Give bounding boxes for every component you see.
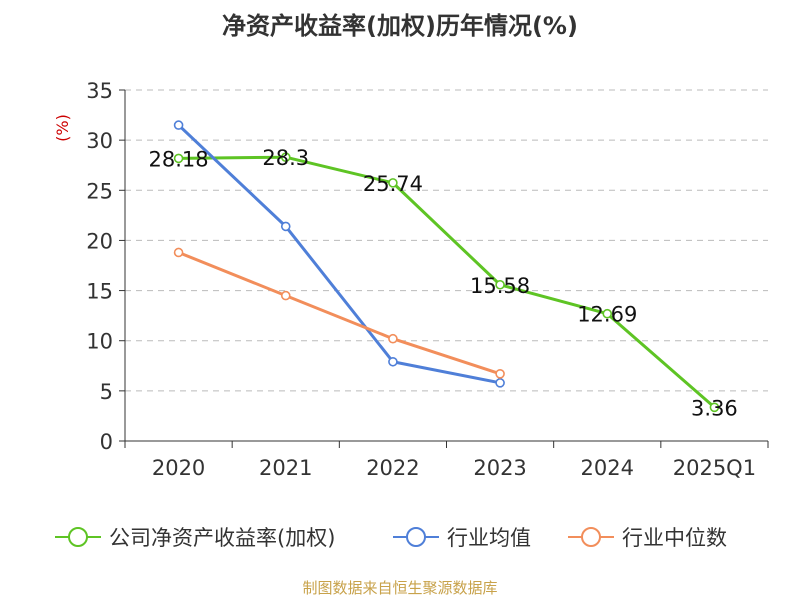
- y-tick-label-30: 30: [86, 129, 113, 153]
- source-note: 制图数据来自恒生聚源数据库: [302, 579, 498, 597]
- series-line-0: [178, 155, 716, 409]
- legend-item-1[interactable]: 行业均值: [393, 520, 531, 554]
- series-0-point-4: [602, 308, 613, 319]
- series-0-point-5: [709, 402, 720, 413]
- series-1-point-2: [388, 356, 398, 367]
- data-label-0-3: 15.58: [470, 274, 530, 298]
- y-tick-label-0: 0: [100, 430, 113, 454]
- data-labels: 28.18 28.3 25.74 15.58 12.69 3.36: [149, 146, 738, 420]
- series-1-point-1: [280, 221, 291, 232]
- series-0-point-0: [173, 153, 184, 164]
- data-label-0-5: 3.36: [691, 396, 738, 420]
- chart-title: 净资产收益率(加权)历年情况(%): [222, 12, 578, 40]
- y-tick-label-15: 15: [86, 280, 113, 304]
- series-2-point-3: [495, 369, 505, 379]
- series-2-point-2: [388, 333, 398, 344]
- x-tick-label-2020: 2020: [152, 456, 205, 480]
- data-label-0-0: 28.18: [149, 147, 209, 171]
- series-2-point-0: [173, 247, 184, 258]
- legend-marker-1: [393, 527, 439, 547]
- legend-label-0: 公司净资产收益率(加权): [109, 526, 336, 550]
- y-tick-labels: 0 5 10 15 20 25 30 35: [86, 79, 113, 454]
- data-label-0-1: 28.3: [262, 146, 309, 170]
- y-tick-label-20: 20: [86, 229, 113, 253]
- series-1-point-3: [495, 378, 505, 388]
- x-tick-labels: 2020 2021 2022 2023 2024 2025Q1: [152, 456, 756, 480]
- x-tick-label-2024: 2024: [581, 456, 634, 480]
- legend-item-2[interactable]: 行业中位数: [568, 520, 727, 554]
- y-tick-label-10: 10: [86, 330, 113, 354]
- series-2-point-1: [280, 290, 291, 301]
- series-line-2: [178, 251, 501, 376]
- x-tick-label-2021: 2021: [259, 456, 312, 480]
- y-tick-label-5: 5: [100, 380, 113, 404]
- series-group: [173, 120, 720, 413]
- legend: 公司净资产收益率(加权) 行业均值 行业中位数: [0, 520, 800, 554]
- y-axis-label: (%): [53, 114, 72, 142]
- x-tick-label-2025Q1: 2025Q1: [673, 456, 756, 480]
- series-0-point-2: [388, 178, 398, 188]
- series-1-point-0: [173, 120, 184, 130]
- x-tick-label-2023: 2023: [473, 456, 526, 480]
- series-line-1: [177, 124, 501, 385]
- y-tick-label-25: 25: [86, 179, 113, 203]
- series-0-point-1: [280, 152, 291, 162]
- legend-item-0[interactable]: 公司净资产收益率(加权): [55, 520, 335, 554]
- legend-marker-0: [55, 527, 101, 547]
- series-0-point-3: [495, 279, 505, 290]
- data-label-0-4: 12.69: [577, 303, 637, 327]
- legend-label-1: 行业均值: [447, 526, 531, 550]
- legend-label-2: 行业中位数: [622, 526, 727, 550]
- data-label-0-2: 25.74: [363, 172, 423, 196]
- axes: [119, 89, 769, 448]
- x-tick-label-2022: 2022: [366, 456, 419, 480]
- legend-marker-2: [568, 527, 614, 547]
- y-tick-label-35: 35: [86, 79, 113, 103]
- grid-lines: [125, 89, 768, 392]
